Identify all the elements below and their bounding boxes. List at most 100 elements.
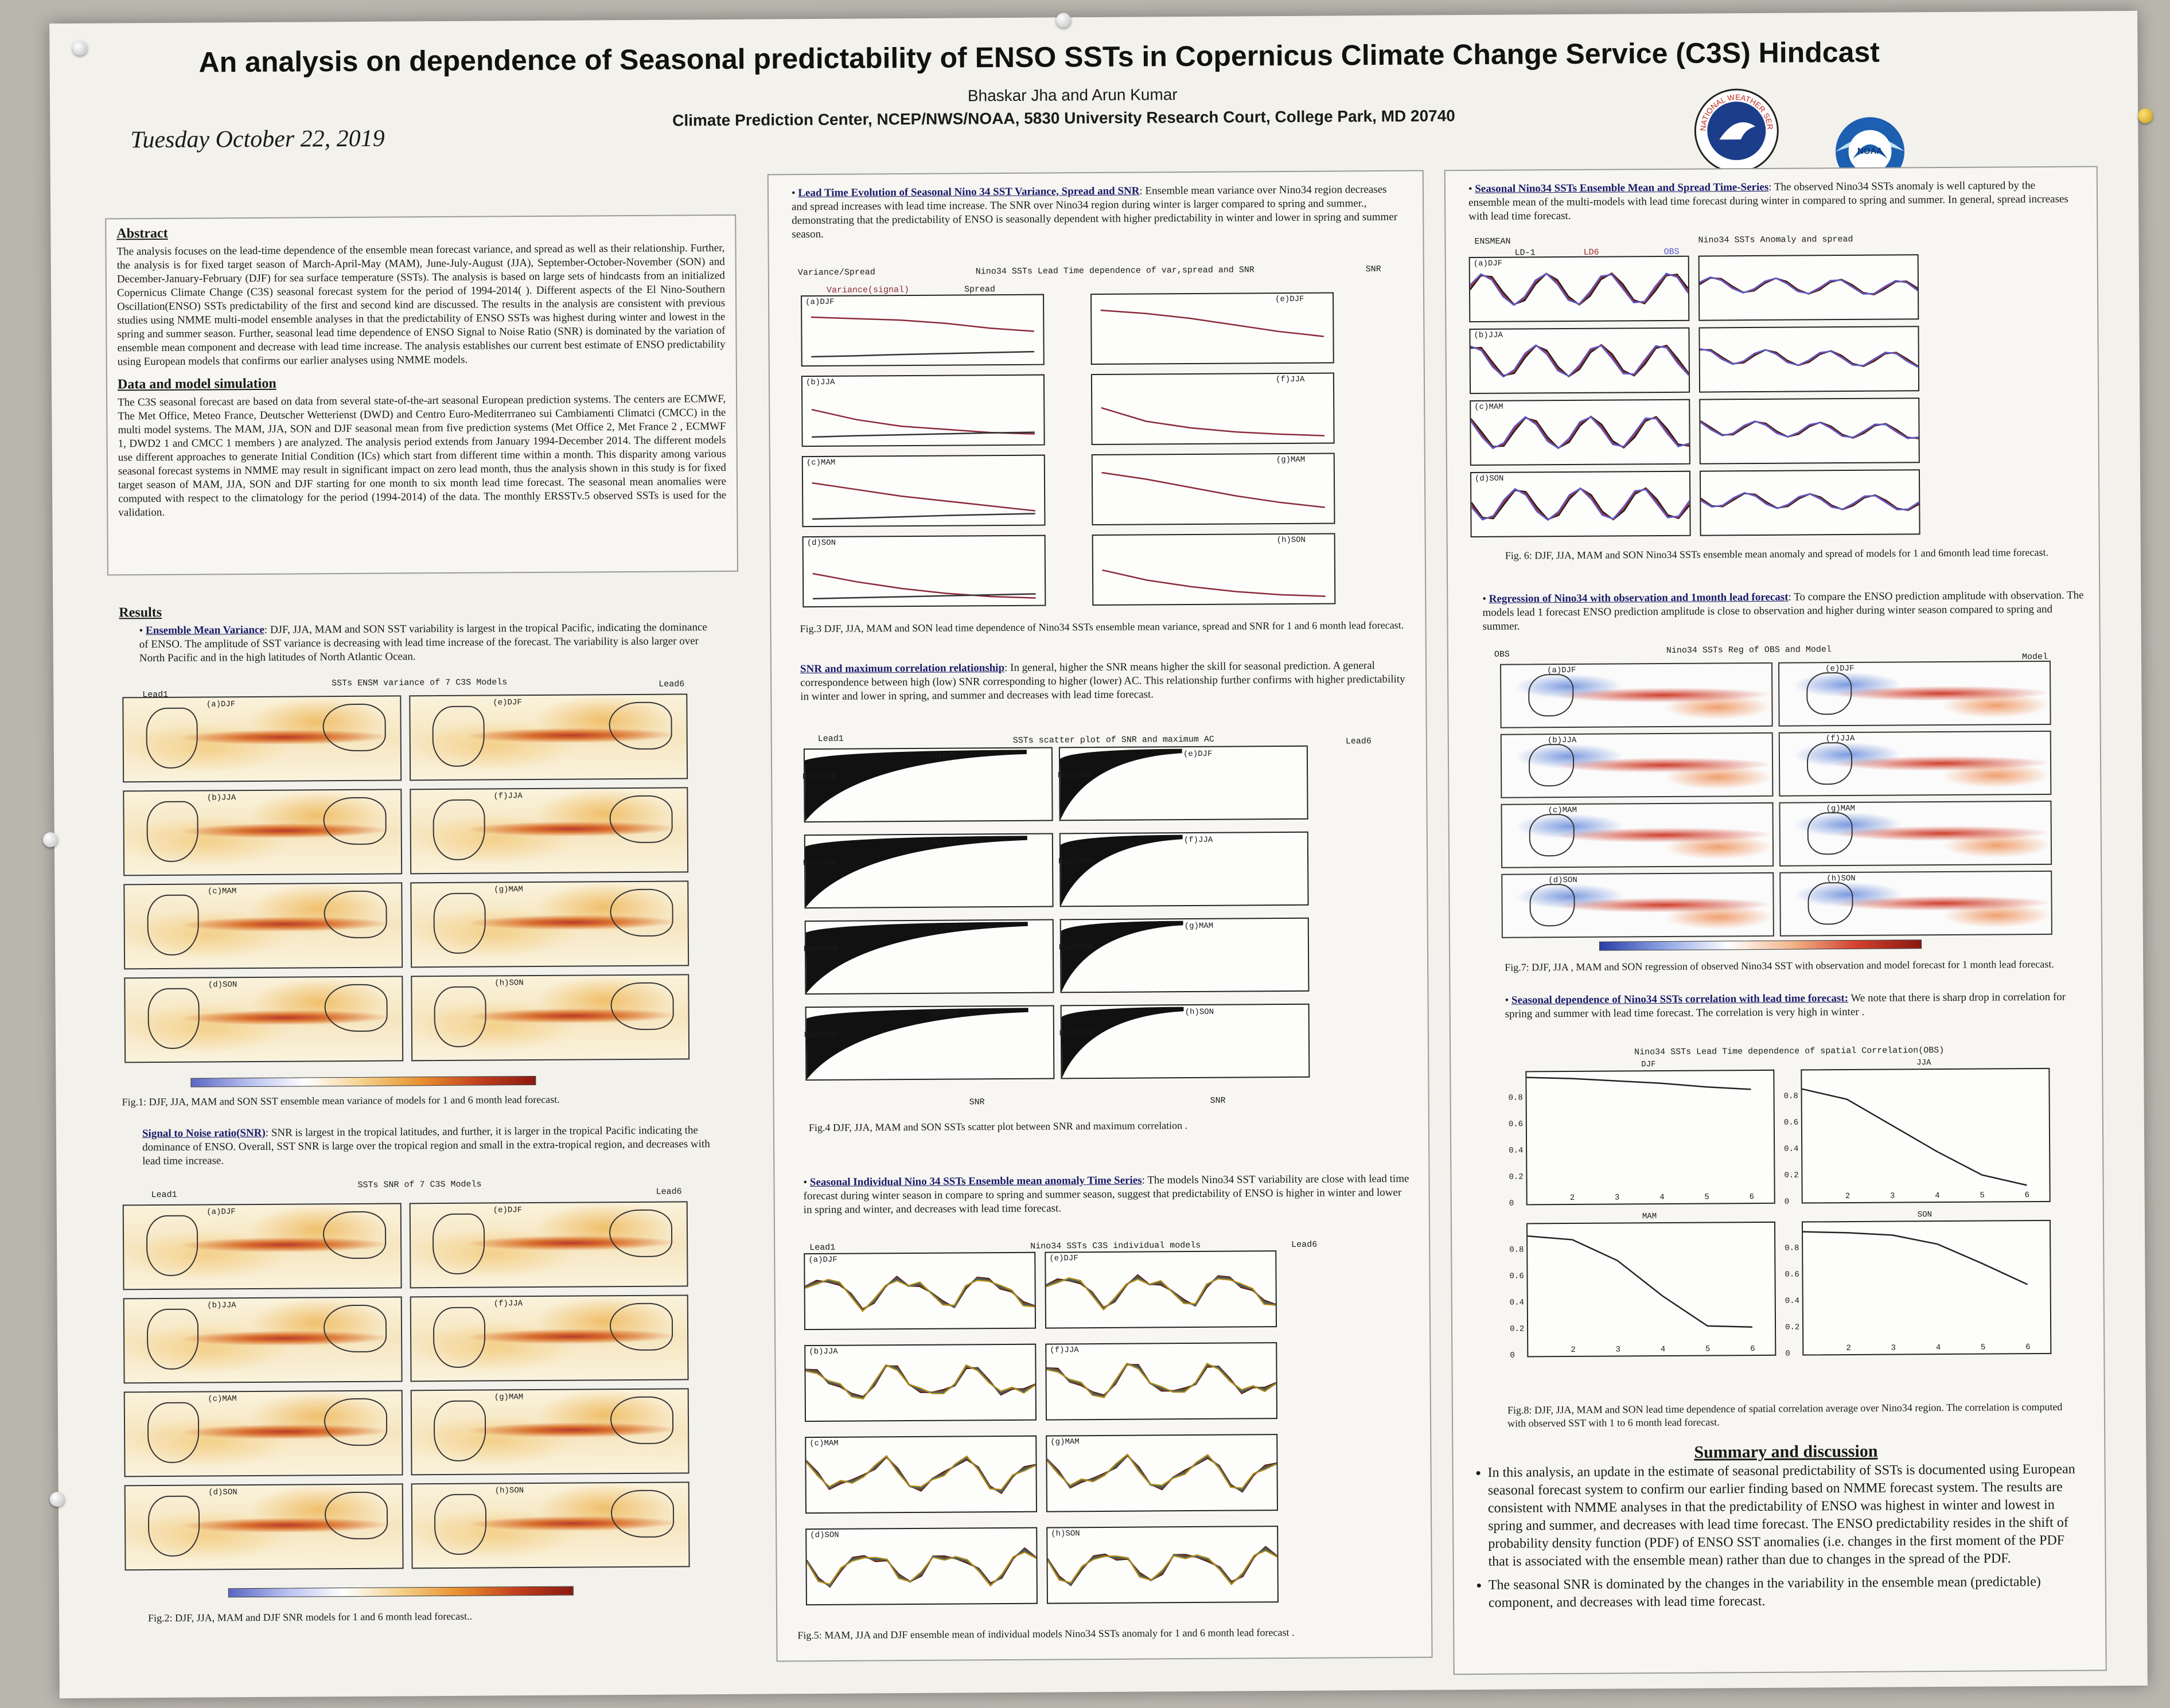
x-tick-label: 4 <box>1659 1192 1665 1203</box>
fig3-snr-panel: (f)JJA <box>1090 372 1335 446</box>
spread-line <box>812 593 1036 600</box>
series-line <box>1471 415 1689 450</box>
spread-line <box>811 350 1035 358</box>
map-panel: (e)DJF <box>408 693 688 781</box>
fig4-lead1: Lead1 <box>817 734 844 744</box>
series-line <box>1699 276 1918 295</box>
fig3-caption: Fig.3 DJF, JJA, MAM and SON lead time de… <box>800 619 1404 635</box>
model-series-line <box>805 1276 1035 1311</box>
svg-text:NOAA: NOAA <box>1857 146 1883 156</box>
fig1-map-grid: (a)DJF (e)DJF (b)JJA (f)JJA (c)MAM (g)MA… <box>122 693 690 1063</box>
fig5-timeseries-panel: (h)SON <box>1046 1526 1279 1604</box>
fig8-correlation-panel: SON 0 0.2 0.4 0.6 0.8 2 3 4 5 6 <box>1785 1210 2052 1359</box>
fig6-caption: Fig. 6: DJF, JJA, MAM and SON Nino34 SST… <box>1505 546 2049 561</box>
model-series-line <box>805 1278 1035 1312</box>
fig3-right-head: SNR <box>1365 264 1381 275</box>
x-tick-label: 5 <box>1980 1191 1985 1200</box>
fig4-lead6: Lead6 <box>1345 736 1372 747</box>
panel-label: (d)SON <box>807 538 836 548</box>
fig2-colorbar <box>228 1586 574 1598</box>
map-panel: (f)JJA <box>410 1294 689 1382</box>
fig6-left-head: ENSMEAN <box>1474 236 1511 247</box>
regression-map-panel: (d)SON <box>1501 872 1774 938</box>
fig6-title: Nino34 SSTs Anomaly and spread <box>1698 234 1853 245</box>
fig3-snr-panel: (h)SON <box>1092 533 1336 606</box>
fig5-timeseries-panel: (a)DJF <box>804 1251 1037 1331</box>
variance-line <box>812 482 1035 512</box>
fig4-scatter-panel: (f)JJA MaxCORR <box>1058 831 1309 907</box>
fig4-scatter-panel: (e)DJF MaxCORR <box>1058 745 1308 821</box>
y-tick-label: 0.8 <box>1785 1243 1799 1253</box>
panel-label: (b)JJA <box>809 1347 838 1357</box>
spatial-correlation-text: • Seasonal dependence of Nino34 SSTs cor… <box>1505 991 2066 1020</box>
panel-label: (e)DJF <box>1049 1254 1078 1264</box>
series-line <box>1700 348 1919 368</box>
model-series-line <box>1047 1550 1277 1586</box>
fig7-caption: Fig.7: DJF, JJA , MAM and SON regression… <box>1505 958 2054 973</box>
summary-heading: Summary and discussion <box>1694 1441 1878 1462</box>
panel-label: (g)MAM <box>1184 921 1214 931</box>
snr-line <box>1100 309 1324 337</box>
regression-map-panel: (g)MAM <box>1779 800 2052 867</box>
x-tick-label: 3 <box>1614 1193 1620 1203</box>
panel-label: (g)MAM <box>1276 455 1306 465</box>
panel-label: (c)MAM <box>809 1438 839 1449</box>
map-panel: (b)JJA <box>123 789 402 876</box>
poster-title: An analysis on dependence of Seasonal pr… <box>198 36 1880 79</box>
panel-label: (h)SON <box>1276 535 1306 545</box>
y-tick-label: 0.6 <box>1785 1270 1799 1280</box>
abstract-text: The analysis focuses on the lead-time de… <box>116 241 726 368</box>
fig4-xlabel-right: SNR <box>1210 1095 1226 1106</box>
x-tick-label: 2 <box>1845 1192 1850 1202</box>
y-axis-label: MaxCORR <box>803 944 837 954</box>
lead-time-evolution-text: • Lead Time Evolution of Seasonal Nino 3… <box>791 183 1398 241</box>
fig6-timeseries-panel: (c)MAM <box>1470 399 1690 466</box>
panel-label: (a)DJF <box>808 1255 837 1265</box>
y-tick-label: 0.4 <box>1509 1298 1525 1308</box>
fig5-timeseries-panel: (d)SON <box>805 1527 1038 1606</box>
y-tick-label: 0 <box>1510 1351 1515 1360</box>
pushpin <box>2138 108 2153 123</box>
summary-item: The seasonal SNR is dominated by the cha… <box>1489 1573 2079 1612</box>
x-tick-label: 4 <box>1935 1343 1941 1353</box>
variance-line <box>811 408 1035 435</box>
fig2-caption: Fig.2: DJF, JJA, MAM and DJF SNR models … <box>148 1610 473 1624</box>
model-series-line <box>805 1278 1035 1312</box>
fig2-lead1: Lead1 <box>151 1190 177 1200</box>
fig5-caption: Fig.5: MAM, JJA and DJF ensemble mean of… <box>797 1626 1295 1641</box>
fig3-left-head: Variance/Spread <box>797 267 875 278</box>
map-panel: (b)JJA <box>123 1296 403 1384</box>
spread-line <box>812 513 1035 520</box>
panel-label: (b)JJA <box>1474 330 1503 340</box>
panel-label: SON <box>1917 1210 1933 1220</box>
panel-label: (f)JJA <box>1183 835 1213 845</box>
scatter-cloud <box>1059 748 1182 820</box>
x-tick-label: 6 <box>2024 1191 2030 1200</box>
correlation-line <box>1527 1235 1752 1328</box>
fig8-correlation-panel: JJA 0 0.2 0.4 0.6 0.8 2 3 4 5 6 <box>1784 1058 2051 1207</box>
correlation-line <box>1526 1077 1751 1090</box>
fig1-title: SSTs ENSM variance of 7 C3S Models <box>332 677 508 689</box>
fig2-title: SSTs SNR of 7 C3S Models <box>357 1179 482 1190</box>
map-panel: (h)SON <box>410 974 690 1062</box>
spread-line <box>812 431 1035 438</box>
fig3-panels: (a)DJF (b)JJA (c)MAM (d)SON (e)DJF (f)JJA (g)M… <box>769 171 1423 608</box>
date: Tuesday October 22, 2019 <box>130 125 385 154</box>
fig6-timeseries-panel <box>1699 397 1920 465</box>
series-line <box>1700 492 1919 510</box>
map-panel: (g)MAM <box>410 1388 689 1476</box>
pushpin <box>49 1492 65 1507</box>
fig6-timeseries-panel <box>1699 469 1920 536</box>
column-right: • Seasonal Nino34 SSTs Ensemble Mean and… <box>1444 166 2107 1675</box>
panel-label: (f)JJA <box>1275 375 1305 385</box>
mean-spread-text: • Seasonal Nino34 SSTs Ensemble Mean and… <box>1468 180 2068 223</box>
map-panel: (c)MAM <box>123 1390 403 1477</box>
regression-map-panel: (f)JJA <box>1778 730 2052 797</box>
fig5-timeseries-panel: (c)MAM <box>805 1435 1038 1514</box>
fig7-colorbar <box>1599 939 1922 951</box>
series-line <box>1471 416 1689 450</box>
summary-item: In this analysis, an update in the estim… <box>1488 1461 2079 1571</box>
fig4-panels: (a)DJF MaxCORR (e)DJF MaxCORR (b)JJA MaxCORR(… <box>769 171 1423 1081</box>
x-tick-label: 3 <box>1890 1191 1895 1201</box>
series-line <box>1700 492 1919 511</box>
